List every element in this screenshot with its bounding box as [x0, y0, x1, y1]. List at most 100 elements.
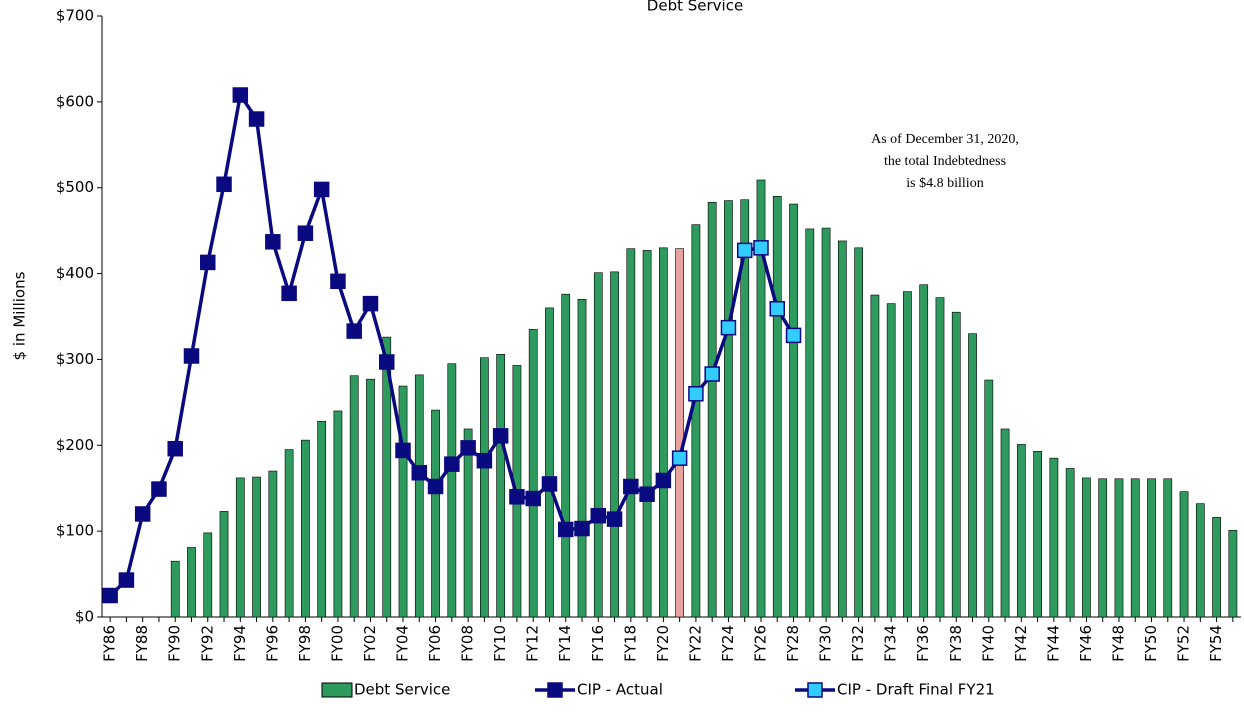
- marker: [769, 301, 786, 317]
- marker: [476, 452, 493, 469]
- marker: [297, 225, 314, 241]
- marker: [639, 486, 655, 502]
- bar: [1212, 517, 1221, 618]
- bar: [1228, 529, 1238, 618]
- bar: [398, 385, 408, 618]
- marker: [183, 348, 200, 364]
- marker: [379, 354, 395, 370]
- bar: [1033, 450, 1042, 618]
- bar: [414, 374, 424, 618]
- bar: [235, 477, 245, 618]
- bar: [919, 284, 929, 618]
- x-tick-label: FY54: [1207, 625, 1225, 662]
- marker: [525, 490, 541, 507]
- x-tick-label: FY30: [817, 625, 835, 662]
- bar: [545, 307, 554, 618]
- x-tick-label: FY16: [589, 625, 607, 662]
- x-tick-label: FY44: [1044, 625, 1062, 662]
- bar: [837, 240, 847, 618]
- legend-label: CIP - Actual: [577, 681, 663, 699]
- x-tick-label: FY98: [296, 625, 314, 662]
- y-tick-label: $600: [56, 92, 94, 110]
- bar: [691, 224, 701, 618]
- annotation: As of December 31, 2020,: [871, 132, 1019, 147]
- x-tick-label: FY00: [328, 625, 346, 662]
- chart-title: Debt Service: [647, 0, 743, 15]
- x-tick-label: FY42: [1012, 625, 1030, 662]
- x-tick-label: FY88: [133, 625, 151, 662]
- x-tick-label: FY06: [426, 625, 444, 662]
- x-tick-label: FY34: [882, 625, 900, 662]
- marker: [557, 521, 574, 538]
- marker: [395, 442, 411, 459]
- x-tick-label: FY20: [654, 625, 672, 662]
- annotation: the total Indebtedness: [884, 154, 1006, 169]
- marker: [313, 181, 330, 198]
- marker: [671, 450, 688, 466]
- bar: [984, 379, 994, 618]
- bar: [724, 200, 733, 618]
- legend-label: Debt Service: [354, 681, 450, 699]
- annotation: is $4.8 billion: [906, 176, 983, 191]
- y-tick-label: $0: [75, 608, 94, 626]
- x-tick-label: FY28: [784, 625, 802, 662]
- bar: [642, 250, 652, 618]
- marker: [736, 242, 753, 259]
- bar: [658, 247, 668, 618]
- bar: [382, 336, 392, 618]
- bar: [1049, 457, 1059, 618]
- x-tick-label: FY26: [751, 625, 769, 662]
- y-tick-label: $400: [56, 264, 94, 282]
- x-tick-label: FY18: [621, 625, 639, 662]
- bar: [561, 293, 571, 618]
- bar: [968, 333, 977, 618]
- bar: [707, 202, 717, 618]
- y-tick-label: $300: [56, 350, 94, 368]
- bar: [1179, 491, 1189, 618]
- x-tick-label: FY24: [719, 625, 737, 662]
- bar: [1082, 477, 1091, 618]
- marker: [118, 572, 135, 588]
- bar: [317, 420, 327, 618]
- bar: [219, 511, 229, 618]
- marker: [411, 465, 428, 481]
- bar: [1195, 503, 1205, 618]
- bar: [1130, 478, 1140, 618]
- legend-label: CIP - Draft Final FY21: [837, 681, 995, 699]
- x-tick-label: FY90: [166, 625, 184, 662]
- x-tick-label: FY96: [263, 625, 281, 662]
- marker: [102, 587, 118, 604]
- x-tick-label: FY38: [947, 625, 965, 662]
- bar: [951, 311, 961, 618]
- bar: [886, 303, 896, 618]
- x-tick-label: FY02: [361, 625, 379, 662]
- bar: [821, 227, 831, 618]
- marker: [704, 366, 720, 382]
- bar: [870, 294, 880, 618]
- bar: [1065, 468, 1075, 618]
- marker: [444, 456, 460, 472]
- marker: [248, 111, 265, 127]
- bar: [935, 297, 945, 618]
- bar: [349, 375, 359, 618]
- bar: [1016, 444, 1026, 618]
- marker: [281, 285, 297, 302]
- bar: [1114, 478, 1124, 618]
- marker: [590, 507, 607, 524]
- bar: [496, 353, 506, 618]
- y-tick-label: $200: [56, 436, 94, 454]
- bar: [170, 560, 180, 618]
- marker: [200, 254, 216, 271]
- x-tick-label: FY36: [914, 625, 932, 662]
- bar: [805, 228, 815, 618]
- bar: [854, 247, 863, 618]
- marker: [509, 489, 525, 505]
- bar: [1163, 478, 1173, 618]
- marker: [606, 511, 623, 527]
- x-tick-label: FY46: [1077, 625, 1095, 662]
- marker: [753, 240, 769, 256]
- bar: [1147, 478, 1156, 618]
- x-tick-label: FY50: [1142, 625, 1160, 662]
- bar: [252, 476, 261, 618]
- bar: [268, 470, 278, 618]
